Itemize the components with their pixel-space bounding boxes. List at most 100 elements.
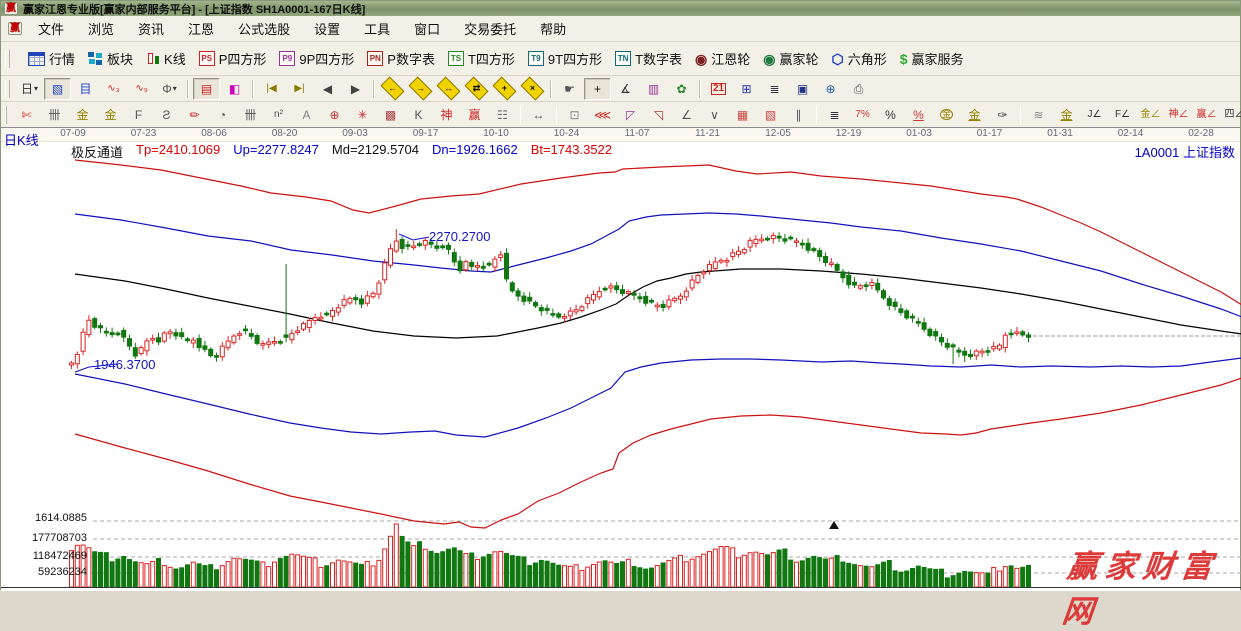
- ruler-123-tool[interactable]: ☷: [489, 104, 516, 126]
- ladder-levels-tool[interactable]: ≣: [821, 104, 848, 126]
- gann-grid-tool[interactable]: ▩: [377, 104, 404, 126]
- ying-tool[interactable]: 赢: [461, 104, 488, 126]
- web-button[interactable]: ⊕: [817, 78, 844, 100]
- circle-cross-tool[interactable]: ⊕: [321, 104, 348, 126]
- hand-tool-button[interactable]: ☛: [556, 78, 583, 100]
- quotes-button[interactable]: 行情: [28, 49, 75, 68]
- shen-angle-tool[interactable]: 神∠: [1165, 104, 1192, 126]
- purple-pattern-button[interactable]: ▥: [640, 78, 667, 100]
- fib-f-tool[interactable]: F: [125, 104, 152, 126]
- gold-level-tool[interactable]: 金: [961, 104, 988, 126]
- info-panel-button[interactable]: 目: [72, 78, 99, 100]
- red-brush-tool[interactable]: ✏: [181, 104, 208, 126]
- knife-tool[interactable]: ✄: [13, 104, 40, 126]
- red-fan-tool[interactable]: ⋘: [589, 104, 616, 126]
- compress-horizontal-button[interactable]: ⇄: [463, 79, 490, 98]
- calendar-21-button[interactable]: 21: [705, 78, 732, 100]
- f-angle-tool[interactable]: F∠: [1109, 104, 1136, 126]
- zoom-window-button[interactable]: ▧: [44, 78, 71, 100]
- menu-help[interactable]: 帮助: [540, 19, 566, 38]
- red-fan-box-tool[interactable]: ◹: [645, 104, 672, 126]
- andrews-tool[interactable]: A: [293, 104, 320, 126]
- menu-trade-order[interactable]: 交易委托: [464, 19, 516, 38]
- fit-all-button[interactable]: ×: [519, 79, 546, 98]
- bar-count-tool[interactable]: 卌: [237, 104, 264, 126]
- title-bar[interactable]: 赢 赢家江恩专业版[赢家内部服务平台] - [上证指数 SH1A0001-167…: [1, 1, 1240, 16]
- wave-av-tool[interactable]: ≋: [1025, 104, 1052, 126]
- trend-angle-button[interactable]: ∡: [612, 78, 639, 100]
- n-squared-tool[interactable]: n²: [265, 104, 292, 126]
- k-mark-tool[interactable]: K: [405, 104, 432, 126]
- star-burst-tool[interactable]: ✳: [349, 104, 376, 126]
- prev-bar-button[interactable]: ◀: [314, 78, 341, 100]
- menu-gann[interactable]: 江恩: [188, 19, 214, 38]
- kline-chart-canvas[interactable]: [1, 142, 1241, 591]
- last-bar-button[interactable]: ▶|: [286, 78, 313, 100]
- menu-news[interactable]: 资讯: [138, 19, 164, 38]
- crosshair-tool-button[interactable]: +: [584, 78, 611, 100]
- menu-formula-stock-pick[interactable]: 公式选股: [238, 19, 290, 38]
- gold-angle-tool[interactable]: 金∠: [1137, 104, 1164, 126]
- time-ruler-tool[interactable]: 卌: [41, 104, 68, 126]
- spiral-tool[interactable]: Ƨ: [153, 104, 180, 126]
- gann-wheel-button[interactable]: ◉江恩轮: [695, 49, 750, 68]
- green-pattern-button[interactable]: ✿: [668, 78, 695, 100]
- menu-settings[interactable]: 设置: [314, 19, 340, 38]
- menu-window[interactable]: 窗口: [414, 19, 440, 38]
- zigzag-tool[interactable]: ∨: [701, 104, 728, 126]
- pan-right-button[interactable]: →: [407, 79, 434, 98]
- calculator-button[interactable]: ⊞: [733, 78, 760, 100]
- ying-angle-tool[interactable]: 赢∠: [1193, 104, 1220, 126]
- shen-tool[interactable]: 神: [433, 104, 460, 126]
- percent-7-tool[interactable]: 7%: [849, 104, 876, 126]
- menu-tools[interactable]: 工具: [364, 19, 390, 38]
- zoom-horizontal-button[interactable]: ↔: [435, 79, 462, 98]
- gold-ratio-tool-b[interactable]: 金: [97, 104, 124, 126]
- toolbar-grip[interactable]: [5, 80, 10, 98]
- winner-wheel-button[interactable]: ◉赢家轮: [763, 49, 818, 68]
- gann-number-button[interactable]: ▤: [193, 78, 220, 100]
- save-button[interactable]: ▣: [789, 78, 816, 100]
- candle-style-button[interactable]: 日▾: [16, 78, 43, 100]
- box-select-tool[interactable]: ⊡: [561, 104, 588, 126]
- expand-all-button[interactable]: +: [491, 79, 518, 98]
- print-button[interactable]: ⎙: [845, 78, 872, 100]
- first-bar-button[interactable]: |◀: [258, 78, 285, 100]
- hexagon-button[interactable]: ⬡六角形: [832, 49, 887, 68]
- gold-ratio-tool-a[interactable]: 金: [69, 104, 96, 126]
- purple-fan-box-tool[interactable]: ◸: [617, 104, 644, 126]
- sectors-button[interactable]: 板块: [88, 49, 133, 68]
- next-bar-button[interactable]: ▶: [342, 78, 369, 100]
- cycle-clock-tool[interactable]: ◔: [209, 104, 236, 126]
- gold-underline-tool[interactable]: 金: [1053, 104, 1080, 126]
- notes-button[interactable]: ≣: [761, 78, 788, 100]
- black-brush-tool[interactable]: ✑: [989, 104, 1016, 126]
- toolbar-grip[interactable]: [5, 106, 7, 124]
- red-grid-tool[interactable]: ▦: [729, 104, 756, 126]
- single-candle-button[interactable]: Φ▾: [156, 78, 183, 100]
- winner-service-button[interactable]: $赢家服务: [900, 49, 964, 68]
- width-measure-tool[interactable]: ↔: [525, 104, 552, 126]
- profile-flag-button[interactable]: ◧: [221, 78, 248, 100]
- toolbar-grip[interactable]: [5, 50, 10, 68]
- kline-button[interactable]: K线: [146, 49, 186, 68]
- percent-line-tool[interactable]: %: [905, 104, 932, 126]
- wave-3-button[interactable]: ∿₃: [100, 78, 127, 100]
- four-angle-tool[interactable]: 四∠: [1221, 104, 1241, 126]
- menu-file[interactable]: 文件: [38, 19, 64, 38]
- percent-tool[interactable]: %: [877, 104, 904, 126]
- pan-left-button[interactable]: ←: [379, 79, 406, 98]
- gold-circle-tool[interactable]: 金: [933, 104, 960, 126]
- j-angle-tool[interactable]: J∠: [1081, 104, 1108, 126]
- red-grid-arrow-tool[interactable]: ▧: [757, 104, 784, 126]
- angle-rays-tool[interactable]: ∠: [673, 104, 700, 126]
- menu-browse[interactable]: 浏览: [88, 19, 114, 38]
- parallel-lines-tool[interactable]: ∥: [785, 104, 812, 126]
